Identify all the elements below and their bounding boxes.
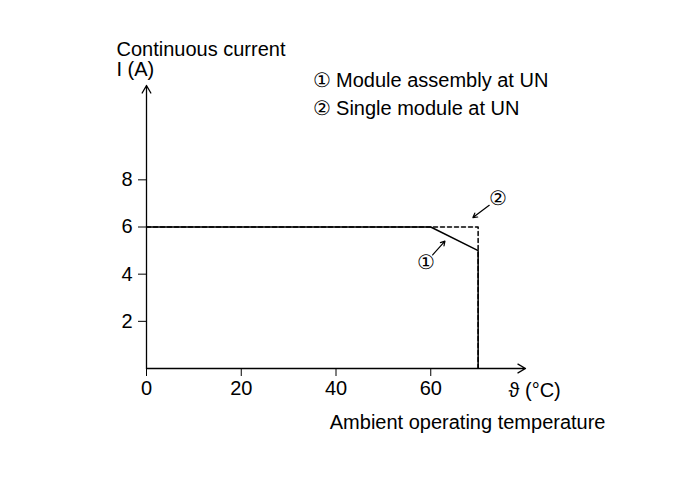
svg-text:Ambient operating temperature: Ambient operating temperature — [330, 411, 606, 433]
svg-text:8: 8 — [121, 168, 132, 190]
svg-text:20: 20 — [230, 377, 252, 399]
svg-text:ϑ (°C): ϑ (°C) — [509, 379, 561, 401]
svg-text:② Single module at UN: ② Single module at UN — [313, 97, 520, 119]
svg-text:Continuous currentI (A): Continuous currentI (A) — [117, 38, 286, 80]
svg-text:60: 60 — [420, 377, 442, 399]
svg-text:②: ② — [489, 187, 507, 209]
svg-text:4: 4 — [121, 263, 132, 285]
svg-text:2: 2 — [121, 310, 132, 332]
svg-text:6: 6 — [121, 215, 132, 237]
svg-text:40: 40 — [325, 377, 347, 399]
svg-text:① Module assembly at UN: ① Module assembly at UN — [313, 69, 549, 91]
svg-text:①: ① — [417, 251, 435, 273]
svg-text:0: 0 — [141, 377, 152, 399]
